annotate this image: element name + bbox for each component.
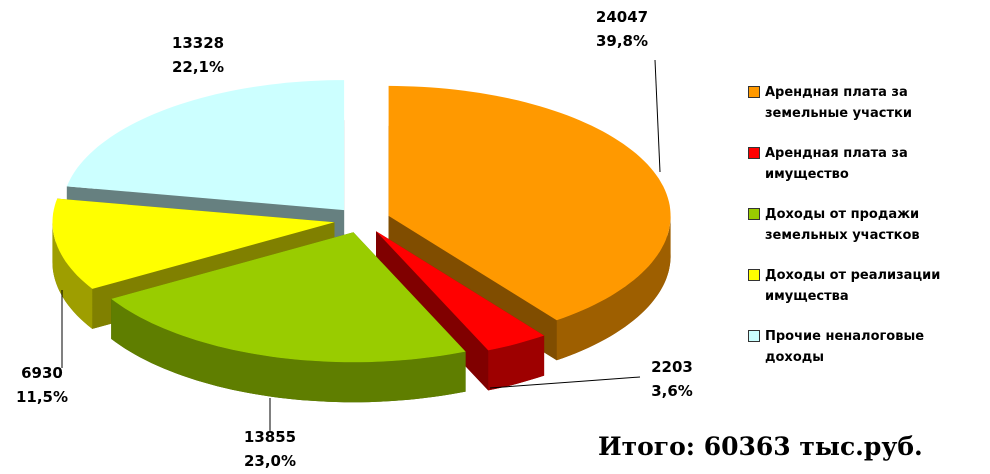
slice: [376, 231, 545, 391]
leader-line: [654, 59, 661, 173]
leader-line: [489, 376, 641, 389]
legend-item: Прочие неналоговые доходы: [748, 326, 983, 368]
slice: [52, 198, 335, 289]
legend-swatch: [748, 330, 760, 342]
slice-side: [556, 215, 671, 361]
slice: [388, 85, 671, 321]
percent-label: 11,5%: [16, 388, 68, 406]
percent-label: 23,0%: [244, 452, 296, 470]
legend-label: Доходы от реализации имущества: [765, 268, 941, 304]
legend-swatch: [748, 269, 760, 281]
data-label: 13855: [244, 428, 296, 446]
data-label: 13328: [172, 34, 224, 52]
legend-item: Доходы от реализации имущества: [748, 265, 983, 307]
legend-label: Прочие неналоговые доходы: [765, 329, 925, 365]
slice: [111, 232, 466, 363]
percent-label: 39,8%: [596, 32, 648, 50]
legend-item: Арендная плата за имущество: [748, 143, 983, 185]
legend-swatch: [748, 86, 760, 98]
slice: [66, 80, 345, 211]
legend-label: Арендная плата за земельные участки: [765, 85, 912, 121]
slice-side: [52, 222, 93, 329]
legend-swatch: [748, 147, 760, 159]
legend-item: Арендная плата за земельные участки: [748, 82, 983, 124]
slice: [388, 85, 671, 361]
data-label: 24047: [596, 8, 648, 26]
percent-label: 3,6%: [651, 382, 693, 400]
percent-label: 22,1%: [172, 58, 224, 76]
total-annotation: Итого: 60363 тыс.руб.: [598, 432, 923, 461]
slice-side: [488, 335, 545, 391]
legend: Арендная плата за земельные участки Аренд…: [748, 82, 983, 387]
slice: [111, 232, 466, 403]
slice: [376, 231, 545, 351]
legend-label: Доходы от продажи земельных участков: [765, 207, 920, 243]
legend-label: Арендная плата за имущество: [765, 146, 908, 182]
data-label: 6930: [21, 364, 63, 382]
legend-swatch: [748, 208, 760, 220]
data-label: 2203: [651, 358, 693, 376]
slice-side: [111, 298, 466, 403]
legend-item: Доходы от продажи земельных участков: [748, 204, 983, 246]
